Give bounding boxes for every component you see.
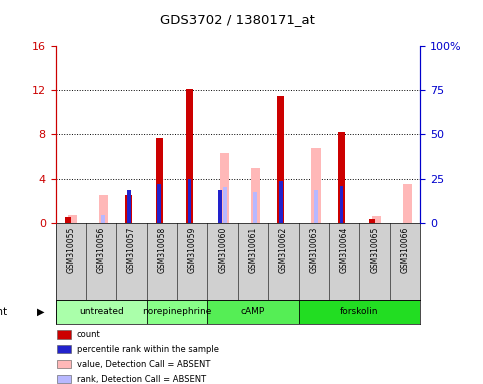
Bar xyxy=(57,330,71,339)
Bar xyxy=(279,181,283,223)
Bar xyxy=(254,192,257,223)
Bar xyxy=(220,153,229,223)
Bar xyxy=(340,186,343,223)
Bar xyxy=(208,300,298,324)
Text: GSM310066: GSM310066 xyxy=(400,227,410,273)
Bar xyxy=(57,375,71,383)
Bar xyxy=(57,345,71,353)
Bar xyxy=(251,167,260,223)
Bar xyxy=(101,215,105,223)
Bar xyxy=(157,184,161,223)
Text: GSM310064: GSM310064 xyxy=(340,227,349,273)
Text: forskolin: forskolin xyxy=(340,308,379,316)
Bar xyxy=(338,132,345,223)
Bar xyxy=(127,190,130,223)
Text: value, Detection Call = ABSENT: value, Detection Call = ABSENT xyxy=(77,360,210,369)
Bar xyxy=(68,215,77,223)
Text: rank, Detection Call = ABSENT: rank, Detection Call = ABSENT xyxy=(77,374,206,384)
Bar xyxy=(277,96,284,223)
Text: ▶: ▶ xyxy=(37,307,45,317)
Bar xyxy=(369,219,375,223)
Bar xyxy=(218,190,222,223)
Text: untreated: untreated xyxy=(79,308,124,316)
Text: GSM310062: GSM310062 xyxy=(279,227,288,273)
Text: cAMP: cAMP xyxy=(241,308,265,316)
Bar xyxy=(56,300,147,324)
Text: percentile rank within the sample: percentile rank within the sample xyxy=(77,345,219,354)
Text: GSM310065: GSM310065 xyxy=(370,227,379,273)
Bar xyxy=(188,179,191,223)
Bar xyxy=(314,190,318,223)
Bar xyxy=(312,148,321,223)
Text: count: count xyxy=(77,330,100,339)
Bar xyxy=(186,89,193,223)
Text: GSM310061: GSM310061 xyxy=(249,227,257,273)
Text: GDS3702 / 1380171_at: GDS3702 / 1380171_at xyxy=(160,13,315,26)
Text: agent: agent xyxy=(0,307,7,317)
Bar xyxy=(126,195,132,223)
Text: GSM310063: GSM310063 xyxy=(309,227,318,273)
Text: GSM310055: GSM310055 xyxy=(66,227,75,273)
Bar xyxy=(57,360,71,368)
Bar xyxy=(147,300,208,324)
Text: GSM310059: GSM310059 xyxy=(188,227,197,273)
Bar xyxy=(156,138,162,223)
Text: GSM310060: GSM310060 xyxy=(218,227,227,273)
Bar xyxy=(99,195,108,223)
Bar xyxy=(223,187,227,223)
Text: GSM310056: GSM310056 xyxy=(97,227,106,273)
Bar xyxy=(372,216,381,223)
Bar xyxy=(65,217,71,223)
Bar xyxy=(403,184,412,223)
Text: GSM310057: GSM310057 xyxy=(127,227,136,273)
Text: GSM310058: GSM310058 xyxy=(157,227,167,273)
Bar xyxy=(298,300,420,324)
Text: norepinephrine: norepinephrine xyxy=(142,308,212,316)
